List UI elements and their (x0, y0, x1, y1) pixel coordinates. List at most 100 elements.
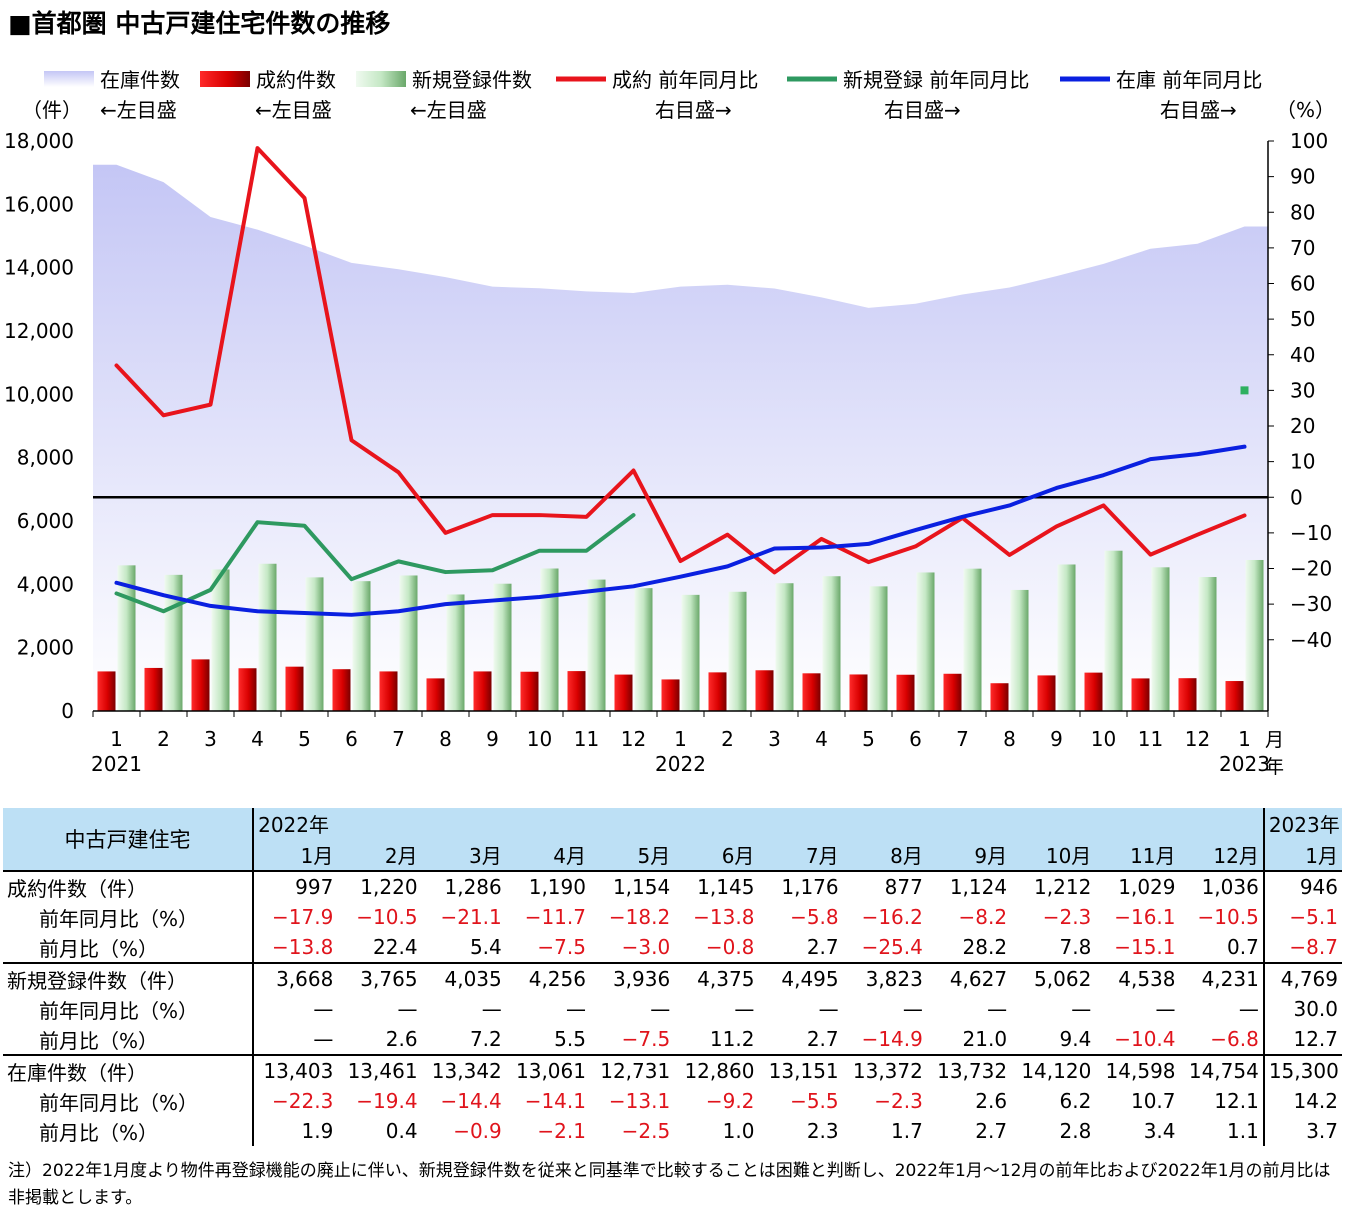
table-cell: 28.2 (962, 935, 1008, 959)
table-cell: 6.2 (1059, 1089, 1092, 1113)
row-label: 前年同月比（%） (3, 902, 255, 932)
x-month-label-24: 1 (1238, 727, 1251, 751)
right-tick-label-0: 100 (1290, 129, 1328, 153)
bar-sales-14 (755, 670, 774, 711)
bar-sales-12 (661, 679, 680, 711)
table-cell: 2.7 (975, 1119, 1008, 1143)
table-cell-2023: 4,769 (1262, 962, 1342, 994)
header-month-12: 12月 (1179, 838, 1264, 871)
row-label: 前月比（%） (3, 1024, 255, 1055)
table-corner: 中古戸建住宅 (3, 808, 255, 871)
bar-sales-21 (1084, 672, 1103, 711)
table-cell: −0.8 (705, 935, 755, 959)
table-cell: −7.5 (621, 1027, 671, 1051)
table-cell: 3,936 (589, 962, 675, 994)
right-tick-label-8: 20 (1290, 414, 1315, 438)
table-cell: 13,151 (758, 1054, 843, 1086)
x-month-label-7: 8 (439, 727, 452, 751)
table-row: 前月比（%） —2.6 7.2 5.5 −7.5 11.2 2.7 −14.9 21.0 9.4−… (3, 1024, 1342, 1055)
table-cell: 9.4 (1059, 1027, 1092, 1051)
table-cell: 1,212 (1011, 870, 1096, 902)
row-label: 新規登録件数（件） (3, 962, 255, 994)
x-month-label-8: 9 (486, 727, 499, 751)
table-cell: 1,220 (337, 870, 422, 902)
table-cell: 14,598 (1095, 1054, 1180, 1086)
table-cell: 13,403 (253, 1054, 338, 1086)
table-cell: −25.4 (861, 935, 923, 959)
x-month-label-19: 8 (1003, 727, 1016, 751)
right-tick-label-10: 0 (1290, 485, 1303, 509)
table-cell: 4,495 (758, 962, 843, 994)
table-cell: −5.5 (790, 1089, 839, 1113)
bar-sales-2 (191, 659, 210, 711)
bar-sales-16 (849, 674, 868, 711)
table-cell: 3,823 (842, 962, 927, 994)
right-tick-label-3: 70 (1290, 236, 1315, 260)
table-cell: −21.1 (440, 905, 502, 929)
bar-newreg-3 (258, 563, 277, 711)
table-cell: — (565, 997, 586, 1021)
x-month-label-20: 9 (1050, 727, 1063, 751)
table-cell: −10.4 (1114, 1027, 1176, 1051)
chart-title: ■首都圏 中古戸建住宅件数の推移 (8, 9, 391, 38)
right-tick-label-12: −20 (1290, 557, 1332, 581)
row-label: 在庫件数（件） (3, 1054, 255, 1086)
table-header-row-year: 中古戸建住宅 2022年 2023年 (3, 808, 1342, 871)
right-tick-label-1: 90 (1290, 165, 1315, 189)
table-cell: 4,256 (505, 962, 590, 994)
right-tick-label-2: 80 (1290, 200, 1315, 224)
table-cell: −2.1 (537, 1119, 586, 1143)
bar-sales-19 (990, 683, 1009, 711)
table-cell: −8.2 (958, 905, 1008, 929)
header-month-9: 9月 (926, 838, 1012, 871)
left-tick-label-9: 18,000 (4, 129, 74, 153)
legend-axis-note-0: ←左目盛 (100, 98, 177, 122)
bar-newreg-8 (493, 583, 512, 711)
table-cell: −3.0 (621, 935, 671, 959)
table-row: 前年同月比（%） −17.9 −10.5 −21.1 −11.7 −18.2 −13.8 −5… (3, 902, 1342, 932)
table-cell: −16.2 (861, 905, 923, 929)
table-cell: 5.4 (469, 935, 502, 959)
x-month-label-9: 10 (527, 727, 552, 751)
row-label: 前年同月比（%） (3, 994, 255, 1024)
table-cell: 4,627 (926, 962, 1012, 994)
table-cell: −10.5 (356, 905, 418, 929)
left-tick-label-7: 14,000 (4, 256, 74, 280)
x-month-label-2: 3 (204, 727, 217, 751)
line-0 (114, 146, 1247, 575)
table-cell: 7.2 (469, 1027, 502, 1051)
right-tick-label-4: 60 (1290, 272, 1315, 296)
row-label: 前月比（%） (3, 932, 255, 963)
left-tick-label-5: 10,000 (4, 382, 74, 406)
left-tick-label-3: 6,000 (17, 509, 74, 533)
bar-newreg-19 (1010, 589, 1029, 711)
table-cell: 2.7 (806, 935, 839, 959)
table-cell: 1.7 (891, 1119, 923, 1143)
table-cell: −6.8 (1210, 1027, 1259, 1051)
table-cell: −11.7 (524, 905, 586, 929)
bar-newreg-22 (1151, 567, 1170, 711)
table-cell: 5,062 (1011, 962, 1096, 994)
table-cell: 7.8 (1059, 935, 1092, 959)
table-cell: −7.5 (537, 935, 586, 959)
x-month-label-22: 11 (1138, 727, 1163, 751)
table-cell: 0.7 (1227, 935, 1259, 959)
x-month-label-5: 6 (345, 727, 358, 751)
table-note: 注）2022年1月度より物件再登録機能の廃止に伴い、新規登録件数を従来と同基準で… (8, 1161, 1331, 1208)
row-label: 前年同月比（%） (3, 1086, 255, 1116)
x-month-label-17: 6 (909, 727, 922, 751)
table-cell: −16.1 (1114, 905, 1176, 929)
table-cell: — (734, 997, 755, 1021)
legend-label-0: 在庫件数 (100, 68, 180, 92)
table-cell: 2.6 (385, 1027, 418, 1051)
table-cell: −2.3 (874, 1089, 923, 1113)
bar-sales-8 (473, 671, 492, 711)
table-cell: — (1155, 997, 1176, 1021)
table-cell: — (818, 997, 839, 1021)
table-cell: 1,145 (674, 870, 759, 902)
bar-sales-17 (896, 674, 915, 711)
x-month-label-4: 5 (298, 727, 311, 751)
table-cell: −19.4 (356, 1089, 418, 1113)
row-label: 成約件数（件） (3, 870, 255, 902)
table-cell: — (650, 997, 671, 1021)
